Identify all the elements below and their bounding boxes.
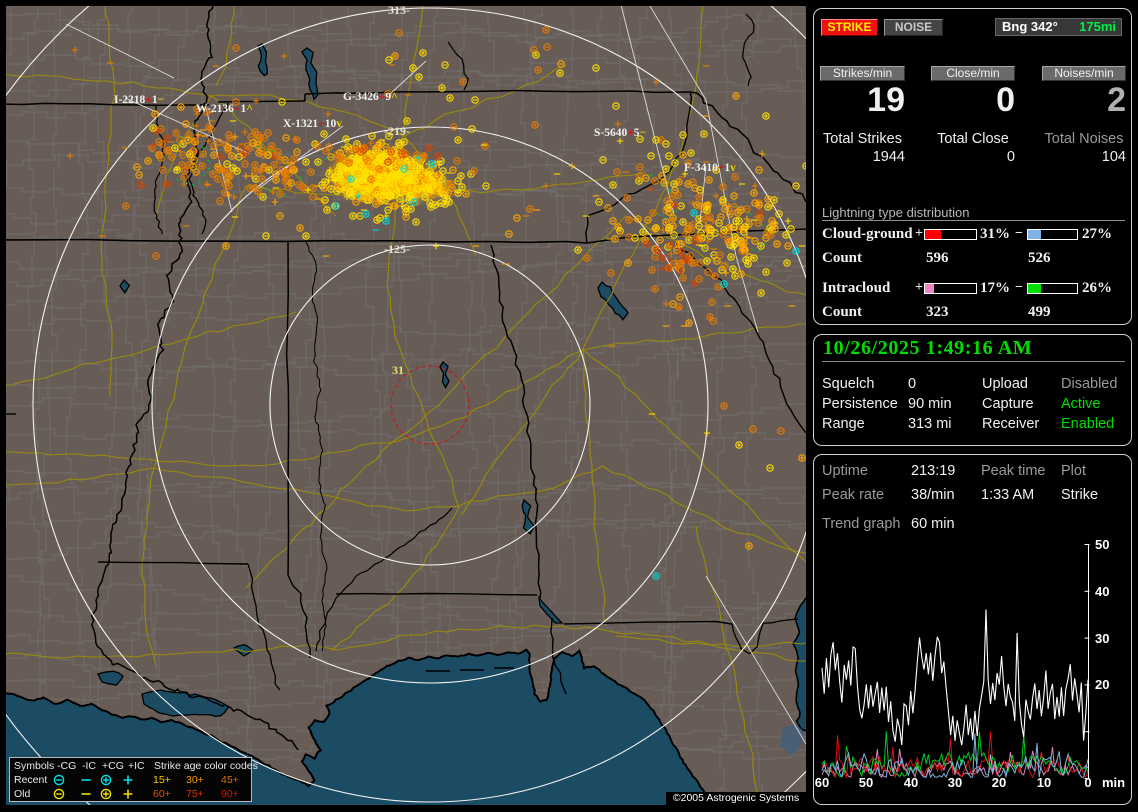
svg-text:W-2136+1^: W-2136+1^	[196, 103, 253, 115]
svg-text:50: 50	[1095, 537, 1109, 552]
svg-text:0: 0	[1084, 775, 1091, 790]
svg-text:40: 40	[904, 775, 918, 790]
svg-text:min: min	[1102, 775, 1125, 790]
svg-text:40: 40	[1095, 584, 1109, 599]
svg-text:10: 10	[1037, 775, 1051, 790]
svg-text:20: 20	[1095, 677, 1109, 692]
svg-text:60: 60	[815, 775, 829, 790]
svg-text:313-: 313-	[388, 6, 410, 17]
svg-text:S-5640+5−: S-5640+5−	[594, 127, 646, 139]
svg-text:I-2218+1−: I-2218+1−	[114, 94, 164, 106]
svg-text:X-1321+10v: X-1321+10v	[283, 118, 342, 130]
svg-text:-219-: -219-	[384, 124, 410, 138]
svg-text:30: 30	[948, 775, 962, 790]
svg-text:30: 30	[1095, 631, 1109, 646]
svg-text:50: 50	[859, 775, 873, 790]
svg-text:31: 31	[392, 363, 404, 377]
svg-text:G-3426+9^: G-3426+9^	[343, 91, 398, 103]
svg-text:20: 20	[992, 775, 1006, 790]
svg-text:F-3410+1v: F-3410+1v	[684, 162, 736, 174]
svg-text:-125-: -125-	[384, 242, 410, 256]
